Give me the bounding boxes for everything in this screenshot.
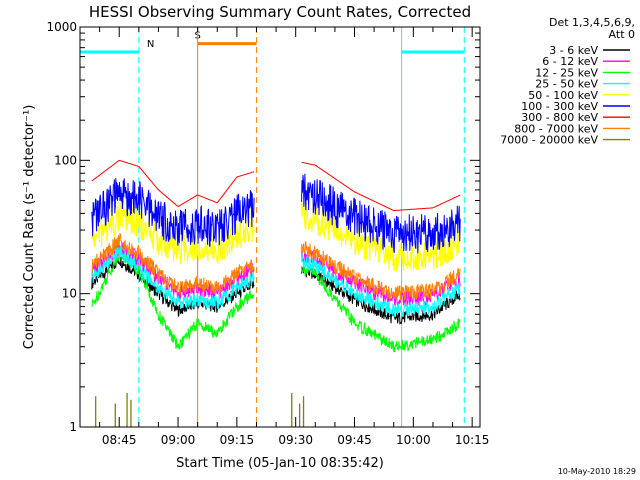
x-tick-label: 09:30 [278, 433, 313, 447]
x-tick-label: 08:45 [102, 433, 137, 447]
y-tick-label: 10 [62, 287, 77, 301]
series-line [301, 173, 461, 254]
series-line [301, 265, 461, 353]
x-tick-label: 09:00 [161, 433, 196, 447]
legend-header-line-2: Att 0 [609, 28, 635, 41]
legend-label: 7000 - 20000 keV [500, 134, 598, 147]
series-line [301, 240, 461, 301]
y-axis-label: Corrected Count Rate (s⁻¹ detector⁻¹) [22, 105, 37, 350]
legend-label: 300 - 800 keV [521, 111, 598, 124]
series-line [91, 249, 255, 350]
y-tick-label: 1 [69, 420, 77, 434]
x-tick-label: 09:15 [220, 433, 255, 447]
series-line [91, 256, 255, 317]
series-line [301, 201, 461, 272]
series-line [301, 266, 461, 326]
series-line [91, 232, 255, 295]
x-tick-label: 10:15 [455, 433, 490, 447]
legend-label: 25 - 50 keV [535, 78, 598, 91]
y-tick-label: 100 [54, 153, 77, 167]
x-tick-label: 09:45 [337, 433, 372, 447]
flag-label: N [147, 39, 154, 50]
legend-label: 100 - 300 keV [521, 100, 598, 113]
chart-title: HESSI Observing Summary Count Rates, Cor… [89, 3, 471, 21]
legend-label: 6 - 12 keV [542, 55, 598, 68]
series-line [91, 201, 255, 265]
legend-label: 800 - 7000 keV [514, 122, 598, 135]
legend-label: 12 - 25 keV [535, 66, 598, 79]
legend-header-line-1: Det 1,3,4,5,6,9, [549, 16, 635, 29]
legend-label: 50 - 100 keV [528, 89, 598, 102]
y-tick-label: 1000 [46, 20, 77, 34]
series-line [91, 159, 255, 207]
x-tick-label: 10:00 [396, 433, 431, 447]
plot-frame [79, 26, 481, 428]
series-line [301, 253, 461, 318]
series-line [301, 161, 461, 212]
series-line [91, 178, 255, 247]
x-axis-label: Start Time (05-Jan-10 08:35:42) [176, 456, 384, 471]
footer-date: 10-May-2010 18:29 [558, 467, 636, 476]
legend-label: 3 - 6 keV [549, 44, 598, 57]
series-line [91, 245, 255, 310]
